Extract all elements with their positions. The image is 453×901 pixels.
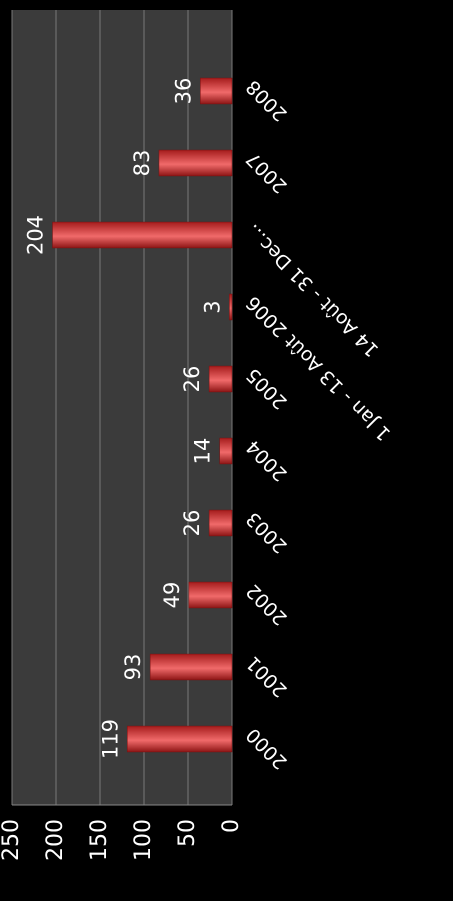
bar xyxy=(188,581,233,609)
value-label: 49 xyxy=(160,582,184,609)
bar xyxy=(52,221,233,249)
value-label: 26 xyxy=(180,366,204,393)
y-tick-label: 100 xyxy=(131,819,156,861)
value-label: 26 xyxy=(180,510,204,537)
y-tick-label: 50 xyxy=(175,819,200,847)
plot-area xyxy=(12,10,232,805)
value-label: 204 xyxy=(23,215,47,255)
value-label: 3 xyxy=(200,300,224,313)
value-label: 83 xyxy=(130,150,154,177)
y-tick-label: 250 xyxy=(0,819,24,861)
y-tick-label: 0 xyxy=(219,819,244,833)
bar xyxy=(127,725,233,753)
value-label: 93 xyxy=(121,654,145,681)
value-label: 119 xyxy=(98,719,122,759)
bar xyxy=(208,509,233,537)
bar xyxy=(229,293,233,321)
bar xyxy=(149,653,233,681)
bar xyxy=(158,149,233,177)
bar xyxy=(200,77,233,105)
y-tick-label: 200 xyxy=(43,819,68,861)
bar xyxy=(208,365,233,393)
bar xyxy=(219,437,233,465)
value-label: 14 xyxy=(191,438,215,465)
y-tick-label: 150 xyxy=(87,819,112,861)
value-label: 36 xyxy=(171,78,195,105)
